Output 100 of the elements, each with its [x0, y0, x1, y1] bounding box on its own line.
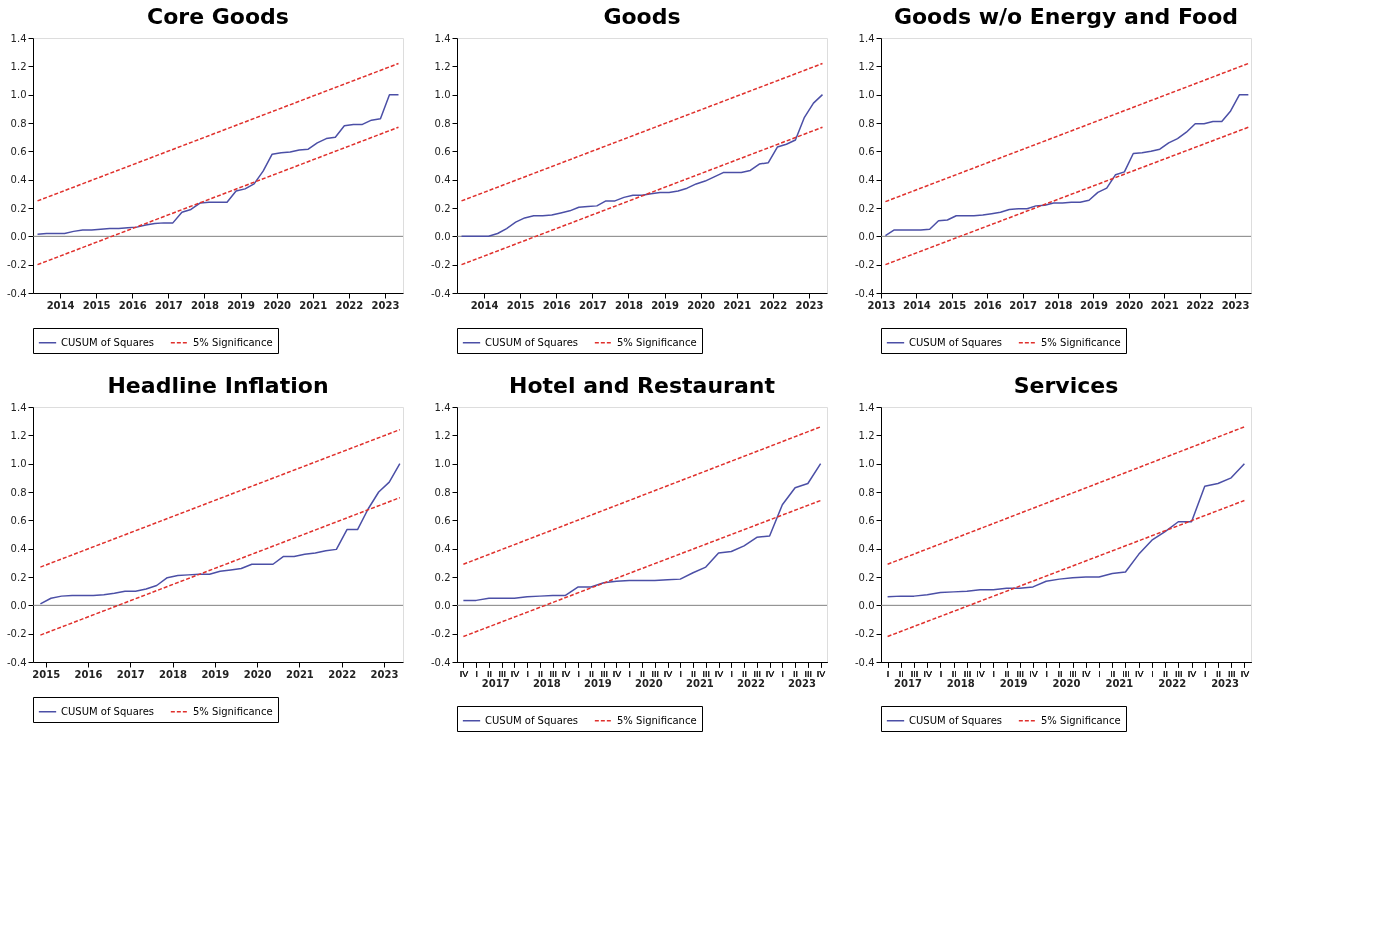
y-tick-label: 0.4: [10, 174, 27, 186]
y-tick-label: -0.2: [854, 259, 875, 271]
x-tick-label: 2021: [1105, 677, 1134, 689]
legend-label: 5% Significance: [617, 336, 697, 348]
y-tick-label: 1.4: [434, 32, 451, 44]
y-tick-label: 0.6: [434, 514, 451, 526]
text: I: [1151, 668, 1154, 679]
y-tick-label: 0.0: [858, 599, 875, 611]
y-tick-label: 0.8: [434, 486, 451, 498]
text: I: [679, 668, 683, 679]
x-tick-label: 2021: [299, 299, 328, 311]
y-tick-label: 0.2: [10, 202, 27, 214]
text: I: [475, 668, 478, 679]
legend-label: 5% Significance: [617, 714, 697, 726]
text: II: [1110, 668, 1116, 679]
y-tick-label: 0.6: [434, 145, 451, 157]
y-tick-label: 1.0: [858, 458, 875, 470]
y-tick-label: 1.4: [434, 401, 451, 413]
y-tick-label: -0.2: [6, 628, 27, 640]
x-tick-label: 2023: [1221, 299, 1250, 311]
line-series: [39, 462, 401, 605]
text: IV: [714, 668, 724, 679]
line-series: [460, 93, 824, 238]
x-tick-label: 2016: [118, 299, 147, 311]
chart-title: Goods w/o Energy and Food: [893, 4, 1239, 29]
y-tick-label: 0.2: [858, 202, 875, 214]
y-tick-label: 0.0: [434, 599, 451, 611]
y-tick-label: 1.4: [10, 32, 27, 44]
y-tick-label: 0.2: [10, 571, 27, 583]
text: II: [486, 668, 492, 679]
x-tick-label: 2015: [82, 299, 111, 311]
y-tick-label: -0.4: [854, 656, 875, 668]
y-tick-label: -0.4: [6, 287, 27, 299]
x-tick-label: 2019: [1080, 299, 1108, 311]
y-tick-label: -0.4: [6, 656, 27, 668]
x-tick-label: 2023: [788, 677, 816, 689]
legend-label: CUSUM of Squares: [909, 714, 1003, 726]
y-tick-label: -0.4: [430, 287, 451, 299]
x-tick-label: 2021: [285, 668, 314, 680]
y-tick-label: 0.8: [858, 486, 875, 498]
x-tick-label: 2017: [1009, 299, 1038, 311]
text: I: [992, 668, 996, 679]
text: IV: [510, 668, 520, 679]
y-tick-label: 0.4: [434, 174, 451, 186]
y-tick-label: 0.0: [10, 230, 27, 242]
y-tick-label: 0.8: [434, 117, 451, 129]
chart-title: Hotel and Restaurant: [509, 373, 776, 398]
y-tick-label: 1.0: [434, 458, 451, 470]
x-tick-label: 2020: [263, 299, 292, 311]
x-tick-label: 2017: [154, 299, 183, 311]
x-tick-label: 2014: [46, 299, 75, 311]
text: I: [1098, 668, 1101, 679]
legend-label: 5% Significance: [1041, 336, 1121, 348]
y-tick-label: 0.0: [434, 230, 451, 242]
y-tick-label: 0.4: [434, 543, 451, 555]
x-tick-label: 2020: [1115, 299, 1144, 311]
x-tick-label: 2017: [578, 299, 607, 311]
x-tick-label: 2023: [795, 299, 824, 311]
x-tick-label: 2018: [946, 677, 975, 689]
text: II: [691, 668, 697, 679]
chart-title: Services: [1013, 373, 1119, 398]
x-tick-label: 2016: [74, 668, 103, 680]
text: IV: [1082, 668, 1091, 679]
text: I: [1203, 668, 1207, 679]
y-tick-label: 1.0: [858, 89, 875, 101]
x-tick-label: 2018: [191, 299, 219, 311]
text: II: [951, 668, 957, 679]
text: III: [1175, 668, 1183, 679]
chart-title: Goods: [603, 4, 681, 29]
text: I: [526, 668, 529, 679]
text: I: [781, 668, 785, 679]
y-tick-label: 0.8: [10, 117, 27, 129]
text: III: [600, 668, 608, 679]
text: II: [537, 668, 543, 679]
x-tick-label: 2019: [201, 668, 230, 680]
x-tick-label: 2016: [542, 299, 571, 311]
text: IV: [612, 668, 622, 679]
text: II: [742, 668, 748, 679]
x-tick-label: 2019: [999, 677, 1028, 689]
x-tick-label: 2021: [723, 299, 752, 311]
x-tick-label: 2023: [371, 299, 400, 311]
y-tick-label: 0.4: [858, 174, 875, 186]
x-tick-label: 2017: [894, 677, 922, 689]
x-tick-label: 2018: [615, 299, 643, 311]
y-tick-label: 0.6: [858, 145, 875, 157]
text: I: [886, 668, 890, 679]
x-tick-label: 2017: [481, 677, 510, 689]
text: IV: [976, 668, 985, 679]
y-tick-label: -0.4: [430, 656, 451, 668]
x-tick-label: 2015: [32, 668, 61, 680]
text: IV: [1029, 668, 1038, 679]
text: IV: [1240, 668, 1250, 679]
legend-label: 5% Significance: [193, 705, 273, 717]
x-tick-label: 2017: [116, 668, 145, 680]
y-tick-label: 1.0: [10, 458, 27, 470]
y-tick-label: 1.2: [858, 60, 875, 72]
x-tick-label: 2015: [938, 299, 967, 311]
legend-label: CUSUM of Squares: [61, 336, 155, 348]
x-tick-label: 2014: [902, 299, 931, 311]
line-series: [886, 462, 1246, 598]
